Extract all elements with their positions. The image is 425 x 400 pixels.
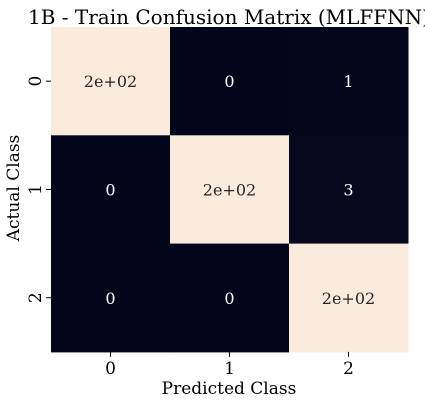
y-tick-label-1: 1 [26, 184, 46, 195]
cell-label-r2-c2: 2e+02 [322, 289, 375, 308]
heatmap-cell-r1-c1 [170, 135, 290, 245]
heatmap-cell-r2-c2 [289, 243, 409, 353]
cell-label-r1-c0: 0 [105, 180, 115, 199]
y-axis-label: Actual Class [4, 135, 24, 243]
heatmap-cell-r2-c0 [51, 243, 171, 353]
cell-label-r0-c0: 2e+02 [84, 72, 137, 91]
cell-value-labels: 2e+02 0 1 0 2e+02 3 0 0 2e+02 [84, 72, 375, 308]
y-tick-label-0: 0 [26, 76, 46, 87]
x-axis-ticks: 0 1 2 [105, 351, 354, 379]
heatmap-cell-r1-c2 [289, 135, 409, 245]
x-tick-label-1: 1 [224, 359, 235, 379]
cell-label-r2-c0: 0 [105, 289, 115, 308]
heatmap-cell-r0-c0 [51, 27, 171, 136]
cell-label-r0-c2: 1 [343, 72, 353, 91]
y-axis-ticks: 0 1 2 [26, 76, 51, 303]
heatmap-cell-r0-c2 [289, 27, 409, 136]
y-tick-label-2: 2 [26, 292, 46, 303]
heatmap-cells [51, 27, 409, 353]
cell-label-r1-c2: 3 [343, 180, 353, 199]
cell-label-r1-c1: 2e+02 [203, 180, 256, 199]
heatmap-cell-r2-c1 [170, 243, 290, 353]
chart-title: 1B - Train Confusion Matrix (MLFFNN) [28, 5, 425, 29]
heatmap-cell-r1-c0 [51, 135, 171, 245]
cell-label-r2-c1: 0 [224, 289, 234, 308]
x-tick-label-0: 0 [105, 359, 116, 379]
x-tick-label-2: 2 [343, 359, 354, 379]
x-axis-label: Predicted Class [162, 379, 297, 399]
cell-label-r0-c1: 0 [224, 72, 234, 91]
heatmap-cell-r0-c1 [170, 27, 290, 136]
